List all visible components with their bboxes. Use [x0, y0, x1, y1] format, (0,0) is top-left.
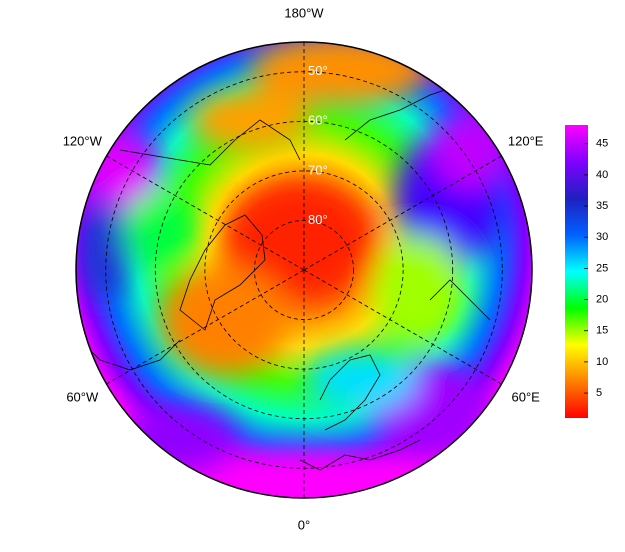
colorbar [565, 125, 588, 418]
longitude-label: 180°W [284, 5, 324, 20]
meridian [106, 269, 305, 385]
colorbar-tick-label: 30 [596, 231, 608, 243]
longitude-label: 120°W [63, 133, 103, 148]
longitude-label: 0° [298, 517, 310, 532]
graticule [105, 42, 503, 498]
colorbar-tick-label: 20 [596, 293, 608, 305]
longitude-label: 120°E [508, 133, 544, 148]
field [76, 42, 532, 498]
colorbar-tick-label: 5 [596, 387, 602, 399]
latitude-label: 50° [308, 63, 328, 78]
colorbar-tick-label: 35 [596, 200, 608, 212]
colorbar-tick-label: 10 [596, 356, 608, 368]
latitude-label: 60° [308, 113, 328, 128]
map-frame [75, 41, 533, 499]
meridian [303, 269, 502, 385]
colorbar-tick-label: 25 [596, 262, 608, 274]
meridian [303, 155, 502, 271]
longitude-label: 60°E [512, 389, 541, 404]
colorbar-tick-label: 15 [596, 325, 608, 337]
latitude-label: 80° [308, 212, 328, 227]
longitude-label: 60°W [66, 389, 99, 404]
colorbar-tick-label: 40 [596, 169, 608, 181]
colorbar-tick-label: 45 [596, 138, 608, 150]
meridian [106, 155, 305, 271]
coastlines [79, 89, 491, 471]
latitude-label: 70° [308, 162, 328, 177]
